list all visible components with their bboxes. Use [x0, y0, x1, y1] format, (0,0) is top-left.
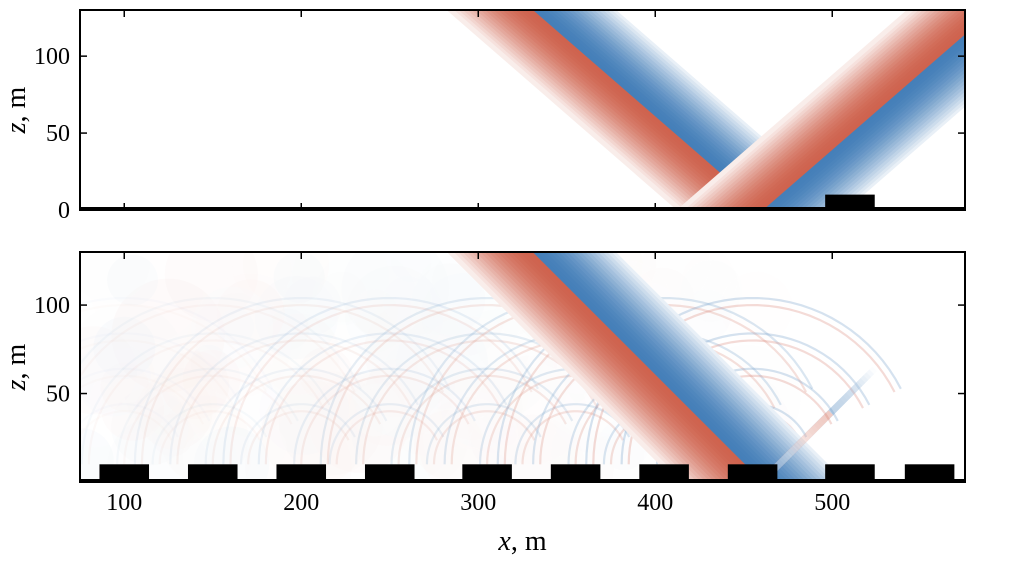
ylabel: z, m: [1, 86, 32, 134]
ytick-label: 50: [46, 121, 70, 147]
ytick-label: 50: [46, 382, 70, 408]
ytick-label: 0: [58, 198, 70, 224]
building-rect: [188, 464, 238, 482]
ytick-label: 100: [34, 293, 70, 319]
building-rect: [365, 464, 415, 482]
xlabel: x, m: [497, 526, 546, 557]
building-rect: [728, 464, 778, 482]
figure-svg: 050100z, m10020030040050050100z, mx, m: [0, 0, 1024, 576]
building-rect: [551, 464, 601, 482]
building-rect: [639, 464, 689, 482]
xtick-label: 500: [814, 490, 850, 516]
xtick-label: 200: [283, 490, 319, 516]
xtick-label: 300: [460, 490, 496, 516]
figure-stage: 050100z, m10020030040050050100z, mx, m: [0, 0, 1024, 576]
ytick-label: 100: [34, 44, 70, 70]
building-rect: [462, 464, 512, 482]
xtick-label: 100: [106, 490, 142, 516]
building-rect: [905, 464, 955, 482]
ylabel: z, m: [1, 343, 32, 391]
xtick-label: 400: [637, 490, 673, 516]
